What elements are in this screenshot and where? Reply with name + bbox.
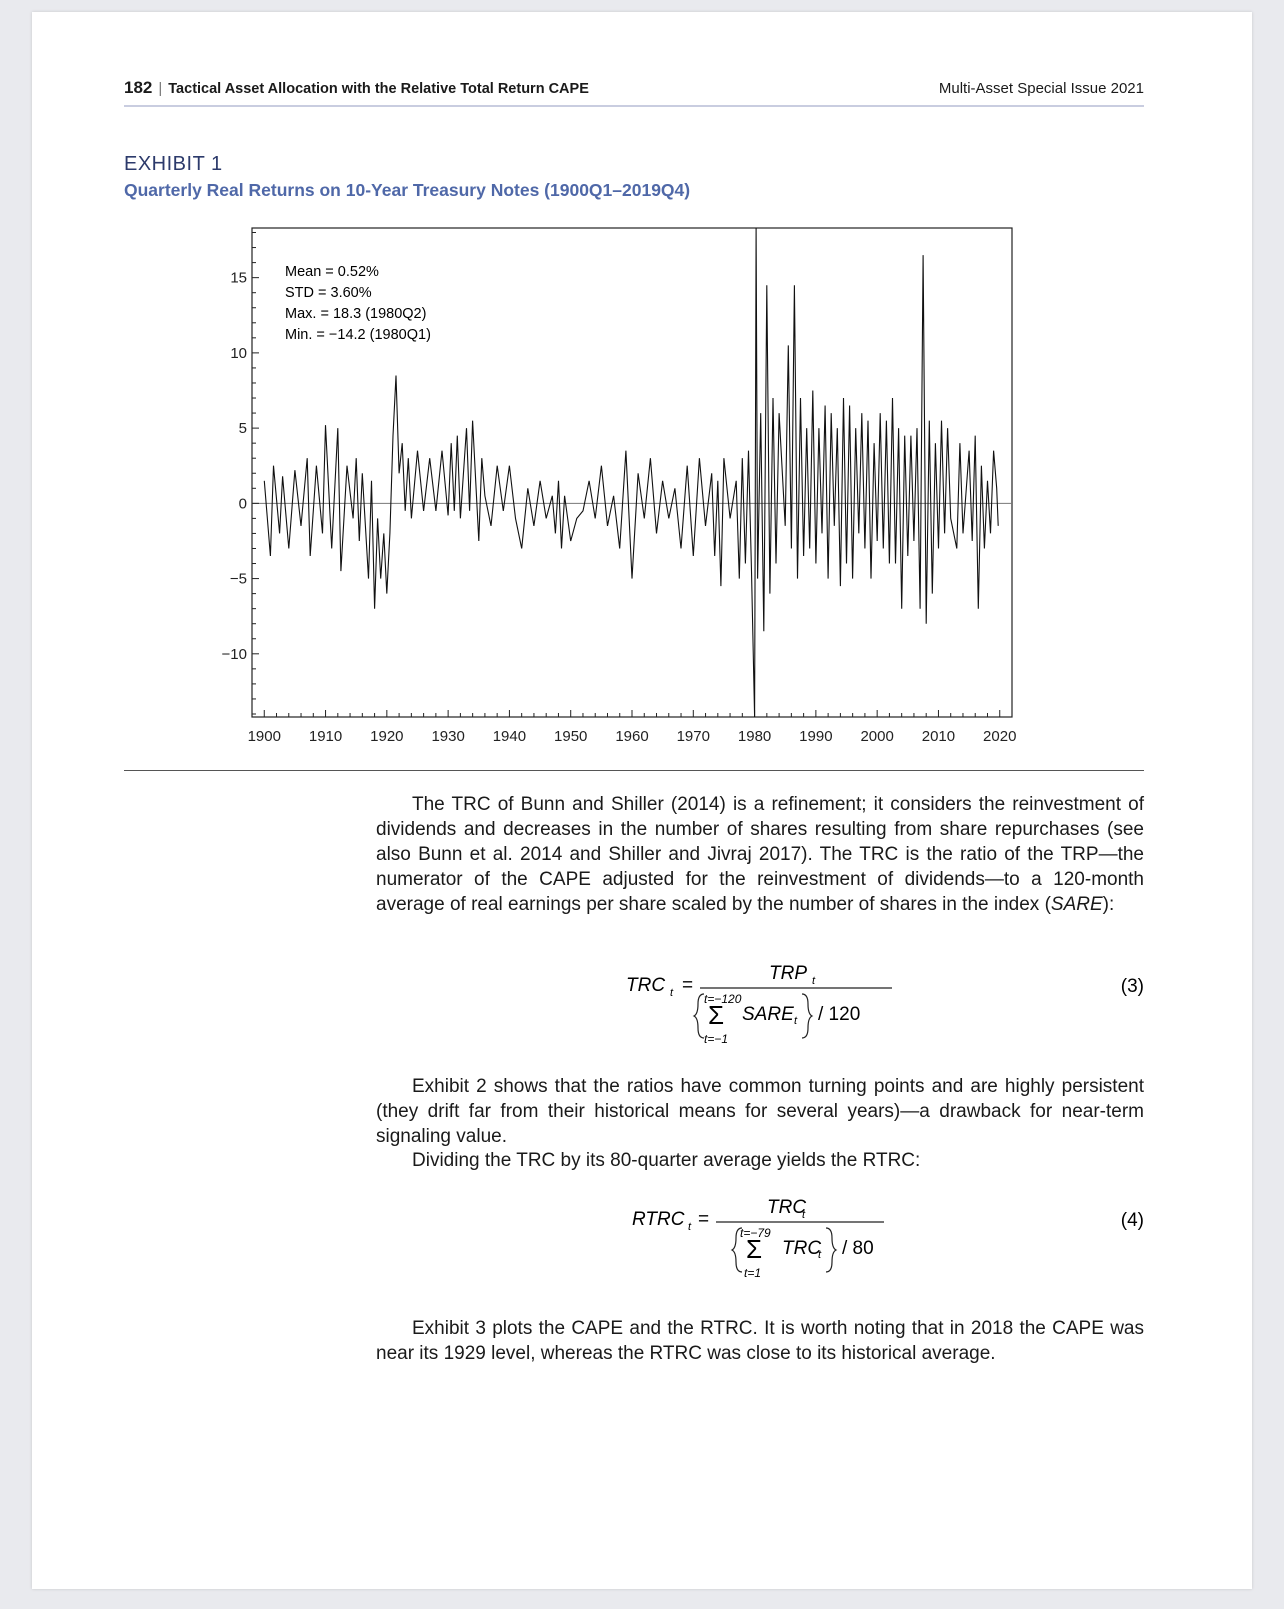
eq3-right-brace [801, 993, 814, 1039]
eq4-lhs: RTRC [632, 1209, 685, 1230]
eq4-sum-top: t=−79 [740, 1226, 771, 1240]
eq4-right-brace [825, 1227, 838, 1273]
body-paragraph-1: The TRC of Bunn and Shiller (2014) is a … [376, 792, 1144, 917]
eq3-divisor: / 120 [818, 1004, 860, 1025]
eq3-num-sub: t [812, 975, 816, 987]
x-tick-label: 1920 [370, 728, 403, 745]
eq3-lhs-sub: t [670, 987, 674, 999]
eq4-numerator: TRC [767, 1197, 806, 1218]
stat-max: Max. = 18.3 (1980Q2) [285, 306, 426, 322]
eq3-numerator: TRP [769, 963, 807, 984]
eq4-equals: = [698, 1209, 709, 1230]
x-tick-label: 1900 [248, 728, 281, 745]
stat-mean: Mean = 0.52% [285, 264, 379, 280]
para1-end: ): [1102, 894, 1115, 915]
y-tick-labels: 15 10 5 0 −5 −10 [222, 270, 247, 663]
eq3-term: SARE [742, 1004, 794, 1025]
y-tick-label: 10 [230, 345, 247, 362]
y-tick-label: 0 [239, 495, 247, 512]
x-tick-label: 1910 [309, 728, 342, 745]
body-paragraph-4: Exhibit 3 plots the CAPE and the RTRC. I… [376, 1318, 1144, 1364]
running-title: Tactical Asset Allocation with the Relat… [168, 81, 589, 97]
eq3-sum-top: t=−120 [704, 992, 742, 1006]
exhibit-bottom-rule [124, 770, 1144, 771]
x-tick-label: 2000 [860, 728, 893, 745]
y-tick-label: −5 [230, 571, 247, 588]
y-tick-label: −10 [222, 646, 247, 663]
header-separator: | [158, 80, 163, 97]
y-tick-label: 15 [230, 270, 247, 287]
eq3-sigma: Σ [708, 1000, 724, 1030]
eq3-number: (3) [1121, 976, 1144, 997]
x-tick-label: 2010 [922, 728, 955, 745]
page-sheet: 182 | Tactical Asset Allocation with the R… [32, 12, 1252, 1589]
eq3-sum-bottom: t=−1 [704, 1032, 728, 1046]
eq4-sigma: Σ [746, 1234, 762, 1264]
x-tick-label: 1960 [615, 728, 648, 745]
running-header-left: 182 | Tactical Asset Allocation with the R… [124, 78, 589, 98]
eq3-term-sub: t [794, 1015, 798, 1027]
x-tick-label: 1990 [799, 728, 832, 745]
issue-label: Multi-Asset Special Issue 2021 [938, 80, 1144, 97]
exhibit-label: EXHIBIT 1 [124, 153, 223, 175]
eq3-equals: = [682, 975, 693, 996]
stats-annotation: Mean = 0.52% STD = 3.60% Max. = 18.3 (19… [285, 264, 431, 343]
stat-std: STD = 3.60% [285, 285, 372, 301]
equation-3: TRC t = TRP t t=−120 Σ t=−1 SARE t / 120… [626, 963, 1144, 1046]
x-tick-label: 1930 [431, 728, 464, 745]
eq4-term-sub: t [818, 1249, 822, 1261]
eq4-number: (4) [1121, 1210, 1144, 1231]
x-tick-label: 1970 [677, 728, 710, 745]
eq4-lhs-sub: t [688, 1221, 692, 1233]
eq3-lhs: TRC [626, 975, 665, 996]
header-rule [124, 105, 1144, 107]
para1-italic: SARE [1050, 894, 1103, 915]
eq3-left-brace [692, 993, 705, 1039]
returns-chart: 1900 1910 1920 1930 1940 1950 1960 1970 1980 1990… [222, 227, 1017, 745]
axis-ticks [252, 232, 1001, 717]
eq4-num-sub: t [802, 1209, 806, 1221]
equation-4: RTRC t = TRC t t=−79 Σ t=1 TRC t / 80 (4… [632, 1197, 1144, 1280]
body-paragraph-3: Dividing the TRC by its 80-quarter avera… [412, 1150, 921, 1171]
y-tick-label: 5 [239, 420, 247, 437]
body-paragraph-2: Exhibit 2 shows that the ratios have com… [376, 1076, 1144, 1147]
eq4-sum-bottom: t=1 [744, 1266, 761, 1280]
x-tick-label: 1950 [554, 728, 587, 745]
x-tick-labels: 1900 1910 1920 1930 1940 1950 1960 1970 1980 1990… [248, 728, 1017, 745]
page-number: 182 [124, 78, 153, 97]
para1-text: The TRC of Bunn and Shiller (2014) is a … [376, 794, 1144, 915]
eq4-term: TRC [782, 1238, 821, 1259]
x-tick-label: 1940 [493, 728, 526, 745]
x-tick-label: 1980 [738, 728, 771, 745]
eq4-left-brace [730, 1227, 743, 1273]
series-line [263, 227, 999, 718]
x-tick-label: 2020 [983, 728, 1016, 745]
stat-min: Min. = −14.2 (1980Q1) [285, 327, 431, 343]
eq4-divisor: / 80 [842, 1238, 874, 1259]
exhibit-title: Quarterly Real Returns on 10-Year Treasu… [124, 180, 691, 200]
